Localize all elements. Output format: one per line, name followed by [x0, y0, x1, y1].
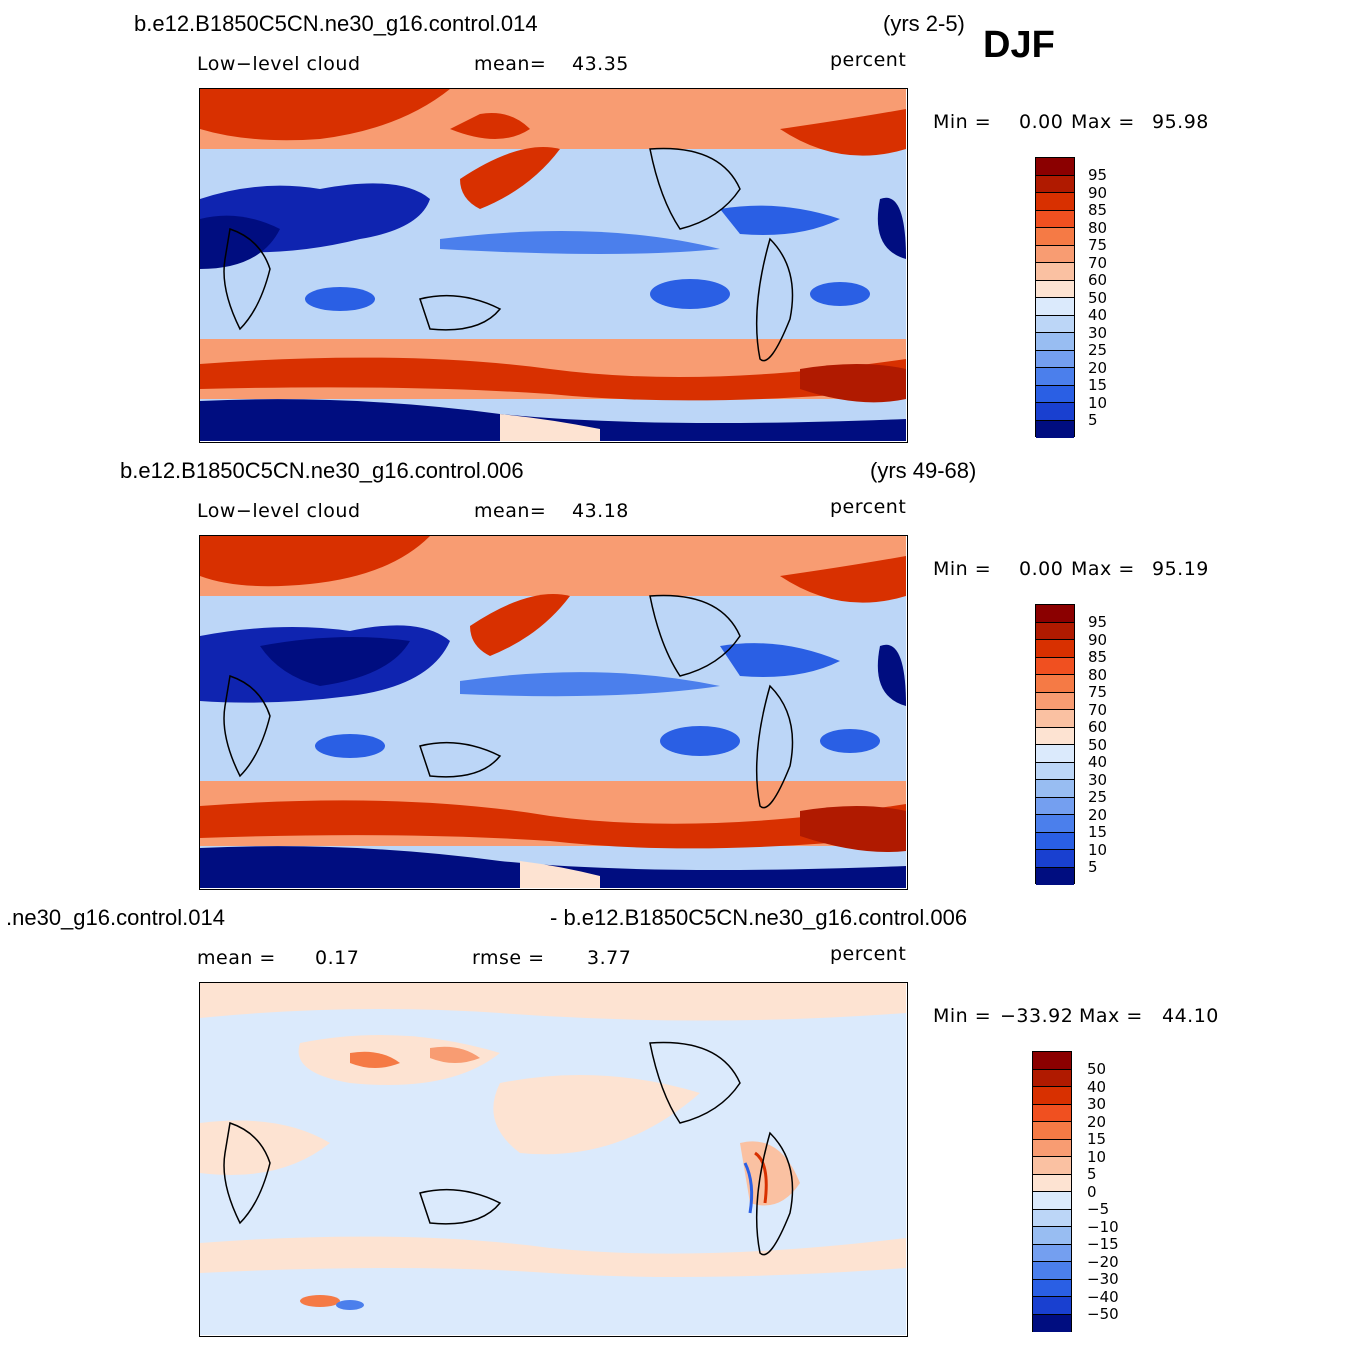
panel1-variable-label: Low−level cloud [197, 53, 361, 75]
panel3-cb-label: −15 [1087, 1235, 1119, 1253]
panel3-max-label: Max = [1079, 1005, 1143, 1027]
panel1-cb-label: 20 [1088, 358, 1108, 377]
panel1-mean-value: 43.35 [572, 53, 629, 75]
panel1-min-value: 0.00 [1019, 111, 1064, 133]
panel1-cb-label: 85 [1088, 201, 1108, 219]
panel3-cb-label: 40 [1087, 1077, 1107, 1096]
panel3-cb-label: 30 [1087, 1095, 1107, 1113]
panel2-cb-label: 10 [1088, 840, 1108, 859]
panel2-cb-label: 80 [1088, 665, 1108, 684]
panel1-cb-label: 50 [1088, 288, 1108, 307]
panel3-cb-label: −40 [1087, 1287, 1119, 1306]
panel1-case-title: b.e12.B1850C5CN.ne30_g16.control.014 [134, 11, 538, 36]
panel1-mean-label: mean= [474, 53, 547, 75]
panel2-min-label: Min = [933, 558, 992, 580]
panel3-case-title-left: .ne30_g16.control.014 [6, 905, 225, 930]
panel2-min-value: 0.00 [1019, 558, 1064, 580]
panel1-cb-label: 75 [1088, 236, 1108, 254]
panel2-mean-value: 43.18 [572, 500, 629, 522]
panel3-cb-label: −20 [1087, 1252, 1119, 1271]
panel3-cb-label: −30 [1087, 1270, 1119, 1288]
panel3-map [199, 982, 908, 1337]
season-label: DJF [983, 24, 1055, 66]
panel2-cb-label: 60 [1088, 718, 1108, 736]
panel2-cb-label: 40 [1088, 753, 1108, 771]
panel1-cb-label: 40 [1088, 306, 1108, 324]
panel1-cb-label: 95 [1088, 166, 1108, 184]
panel1-cb-label: 60 [1088, 271, 1108, 289]
panel3-cb-label: −10 [1087, 1217, 1119, 1236]
panel2-max-value: 95.19 [1152, 558, 1209, 580]
panel2-variable-label: Low−level cloud [197, 500, 361, 522]
panel3-min-label: Min = [933, 1005, 992, 1027]
panel1-colorbar [1035, 157, 1075, 438]
panel2-years: (yrs 49-68) [870, 458, 977, 483]
panel2-case-title: b.e12.B1850C5CN.ne30_g16.control.006 [120, 458, 524, 483]
panel2-max-label: Max = [1071, 558, 1135, 580]
panel1-max-label: Max = [1071, 111, 1135, 133]
panel3-cb-label: −50 [1087, 1305, 1119, 1323]
panel3-units: percent [830, 943, 907, 965]
panel2-cb-label: 75 [1088, 683, 1108, 701]
panel3-mean-value: 0.17 [315, 947, 360, 969]
panel1-cb-label: 80 [1088, 218, 1108, 237]
panel1-cb-label: 5 [1088, 411, 1098, 429]
panel1-cb-label: 25 [1088, 341, 1108, 359]
panel2-map [199, 535, 908, 890]
panel3-cb-label: 50 [1087, 1060, 1107, 1078]
panel2-cb-label: 70 [1088, 700, 1108, 719]
panel3-cb-label: 20 [1087, 1112, 1107, 1131]
panel3-max-value: 44.10 [1162, 1005, 1219, 1027]
panel3-cb-label: 10 [1087, 1147, 1107, 1166]
panel3-cb-label: −5 [1087, 1200, 1110, 1218]
panel2-cb-label: 5 [1088, 858, 1098, 876]
panel3-rmse-value: 3.77 [587, 947, 632, 969]
panel2-colorbar [1035, 604, 1075, 885]
panel1-map [199, 88, 908, 443]
panel3-case-title-right: - b.e12.B1850C5CN.ne30_g16.control.006 [550, 905, 968, 930]
panel2-cb-label: 25 [1088, 788, 1108, 806]
panel3-mean-label: mean = [197, 947, 276, 969]
panel1-cb-label: 15 [1088, 376, 1108, 394]
panel2-cb-label: 30 [1088, 770, 1108, 789]
panel3-cb-label: 0 [1087, 1182, 1097, 1201]
panel2-mean-label: mean= [474, 500, 547, 522]
panel1-max-value: 95.98 [1152, 111, 1209, 133]
panel2-cb-label: 90 [1088, 630, 1108, 649]
panel3-min-value: −33.92 [1000, 1005, 1074, 1027]
panel2-cb-label: 20 [1088, 805, 1108, 824]
panel2-cb-label: 50 [1088, 735, 1108, 754]
panel2-cb-label: 15 [1088, 823, 1108, 841]
panel3-cb-label: 15 [1087, 1130, 1107, 1148]
panel1-cb-label: 90 [1088, 183, 1108, 202]
panel1-years: (yrs 2-5) [883, 11, 965, 36]
panel3-colorbar [1032, 1051, 1072, 1332]
panel1-cb-label: 70 [1088, 253, 1108, 272]
panel2-cb-label: 95 [1088, 613, 1108, 631]
panel3-rmse-label: rmse = [472, 947, 545, 969]
panel1-min-label: Min = [933, 111, 992, 133]
panel1-cb-label: 30 [1088, 323, 1108, 342]
panel1-cb-label: 10 [1088, 393, 1108, 412]
panel1-units: percent [830, 49, 907, 71]
panel2-cb-label: 85 [1088, 648, 1108, 666]
panel2-units: percent [830, 496, 907, 518]
panel3-cb-label: 5 [1087, 1165, 1097, 1183]
